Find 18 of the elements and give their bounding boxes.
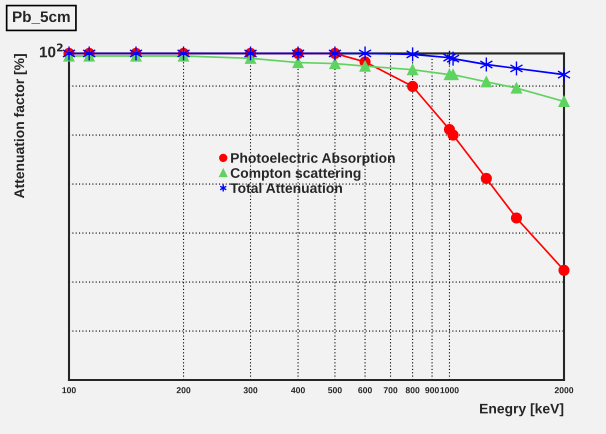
legend-label: Total Attenuation [230,182,342,194]
x-tick-label: 1000 [440,387,459,394]
x-tick-label: 600 [358,387,372,394]
x-tick-label: 300 [244,387,258,394]
x-tick-label: 900 [425,387,439,394]
x-tick-label: 400 [291,387,305,394]
x-tick-label: 2000 [554,387,574,394]
legend-label: Photoelectric Absorption [231,152,395,166]
y-axis-title: Attenuation factor [%] [14,54,27,198]
x-tick-label: 700 [384,387,398,394]
chart-title: Pb_5cm [13,10,70,24]
x-tick-label: 100 [62,387,76,394]
x-tick-label: 200 [176,387,190,394]
x-axis-title: Enegry [keV] [480,403,564,416]
x-tick-label: 800 [406,387,420,394]
text: 10$^{2}$ [40,43,63,58]
legend-label: Compton scattering [230,168,360,181]
x-tick-label: 500 [328,387,342,394]
